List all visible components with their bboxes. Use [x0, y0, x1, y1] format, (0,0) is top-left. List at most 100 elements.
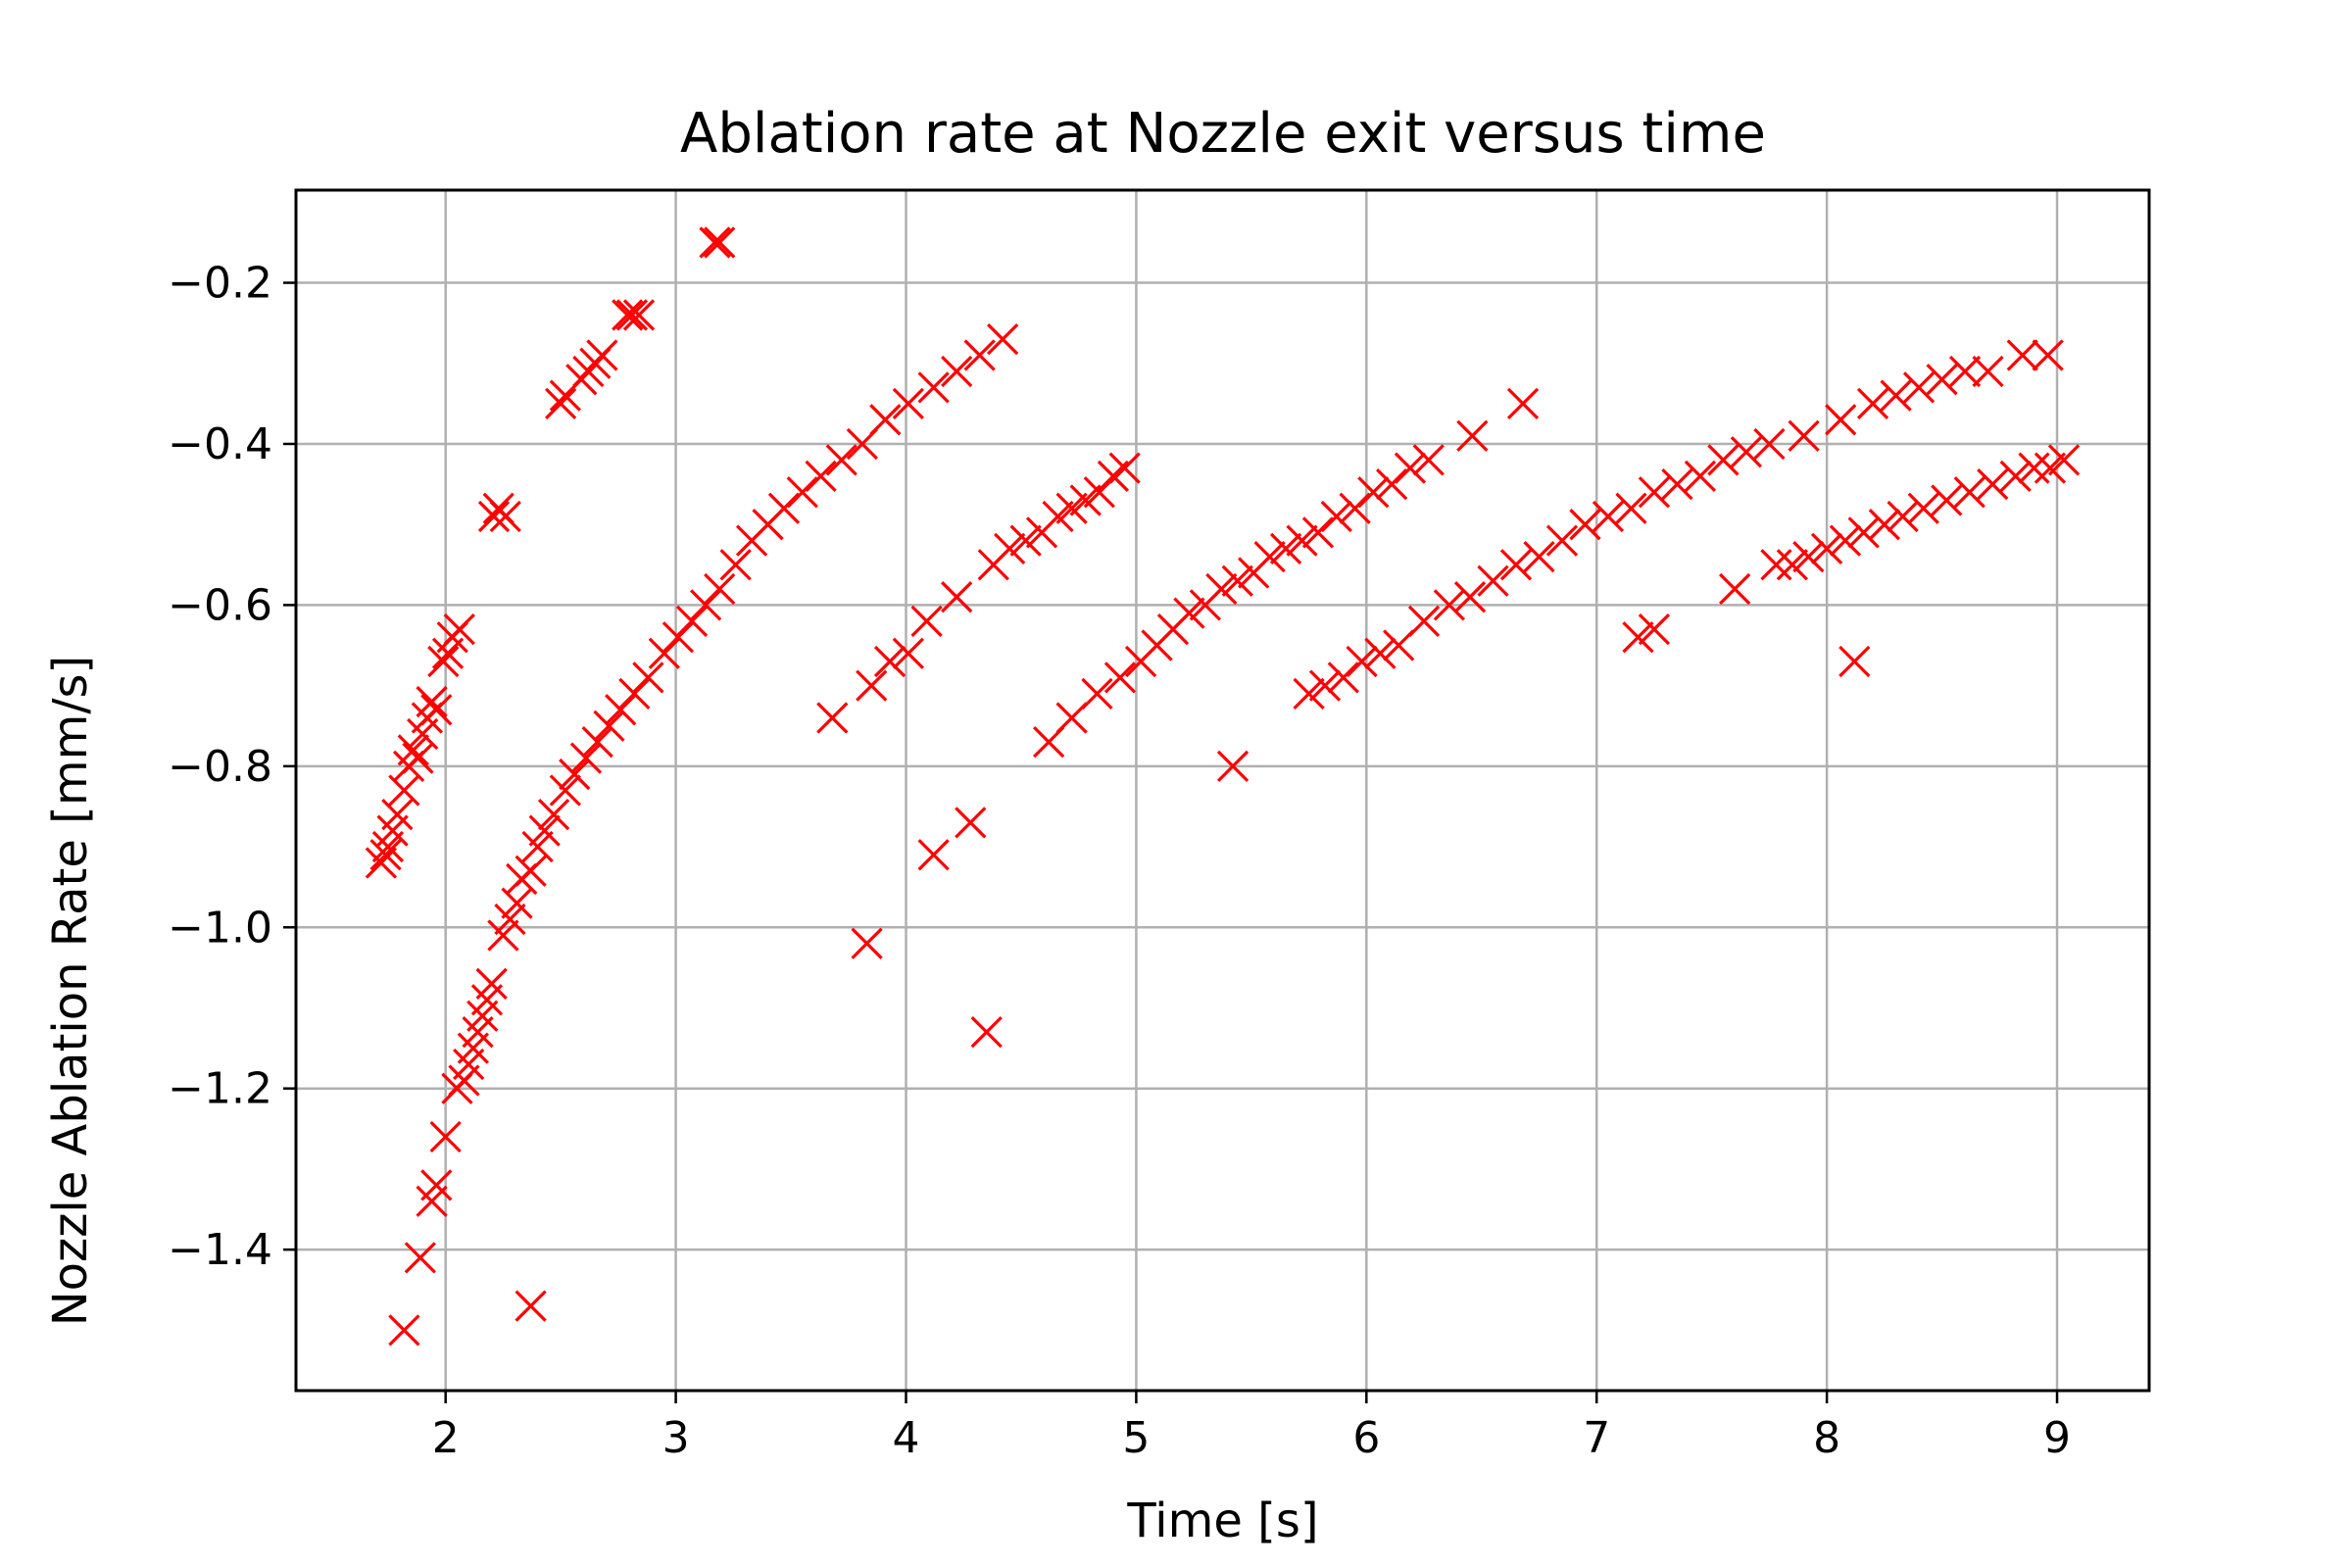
- data-point-marker: [994, 532, 1026, 564]
- data-point-marker: [443, 612, 475, 646]
- data-point-marker: [1364, 637, 1396, 669]
- data-point-marker: [1412, 444, 1445, 476]
- data-point-marker: [1499, 549, 1533, 581]
- data-point-marker: [1286, 524, 1318, 557]
- data-point-marker: [704, 226, 736, 259]
- data-point-marker: [786, 476, 818, 509]
- data-point-marker: [475, 967, 508, 1000]
- data-point-marker: [429, 1120, 462, 1153]
- data-point-marker: [1055, 492, 1088, 524]
- x-axis-label: Time [s]: [1126, 1494, 1318, 1548]
- data-point-marker: [521, 830, 554, 863]
- data-point-marker: [1320, 500, 1352, 533]
- data-point-marker: [987, 322, 1019, 356]
- data-point-marker: [1829, 524, 1862, 557]
- data-point-marker: [1376, 467, 1408, 501]
- data-point-marker: [1301, 516, 1335, 549]
- data-point-marker: [1948, 355, 1982, 388]
- data-point-marker: [537, 799, 570, 831]
- data-point-marker: [1308, 669, 1342, 702]
- data-point-marker: [569, 742, 603, 774]
- data-point-marker: [632, 662, 664, 694]
- x-axis-ticks: 2 3 4 5 6 7 8 9: [432, 1391, 2071, 1463]
- data-point-marker: [1977, 467, 2009, 501]
- data-point-marker: [892, 387, 924, 420]
- data-point-marker: [1407, 605, 1441, 637]
- y-axis-ticks: −1.4 −1.2 −1.0 −0.8 −0.6 −0.4 −0.2: [168, 259, 296, 1275]
- data-point-marker: [1661, 467, 1693, 501]
- x-tick-label: 5: [1122, 1413, 1150, 1463]
- data-point-marker: [477, 500, 511, 533]
- data-point-marker: [397, 734, 429, 766]
- data-point-marker: [816, 702, 849, 734]
- y-tick-label: −1.0: [168, 903, 272, 953]
- x-tick-label: 2: [432, 1413, 460, 1463]
- data-point-marker: [1953, 476, 1985, 509]
- y-tick-label: −0.2: [168, 259, 272, 309]
- data-point-marker: [970, 1016, 1003, 1049]
- data-point-marker: [1433, 589, 1466, 621]
- x-tick-label: 4: [893, 1413, 920, 1463]
- data-point-marker: [1838, 645, 1871, 678]
- data-point-marker: [825, 444, 858, 476]
- data-point-marker: [1523, 540, 1555, 573]
- data-point-marker: [1847, 516, 1880, 549]
- data-point-marker: [369, 839, 402, 871]
- data-point-marker: [1931, 484, 1963, 516]
- data-point-marker: [381, 799, 414, 831]
- data-point-marker: [805, 460, 837, 492]
- data-point-marker: [514, 1290, 547, 1322]
- data-point-marker: [2006, 339, 2038, 371]
- data-point-marker: [1506, 387, 1540, 420]
- data-point-marker: [618, 677, 651, 710]
- data-point-marker: [675, 605, 709, 637]
- data-point-marker: [420, 1169, 453, 1201]
- data-point-marker: [581, 726, 613, 759]
- data-point-marker: [1383, 629, 1415, 662]
- y-tick-label: −1.2: [168, 1064, 272, 1114]
- data-point-marker: [1760, 549, 1792, 581]
- data-point-marker: [1009, 524, 1042, 557]
- y-tick-label: −1.4: [168, 1225, 272, 1275]
- data-point-marker: [917, 371, 950, 404]
- data-point-marker: [404, 1242, 436, 1274]
- plot-frame: [294, 188, 2151, 1393]
- data-point-marker: [489, 500, 521, 533]
- data-point-marker: [416, 685, 448, 718]
- data-point-marker: [719, 549, 752, 581]
- data-point-marker: [1622, 621, 1654, 654]
- data-point-marker: [856, 669, 888, 702]
- data-point-marker: [917, 839, 950, 871]
- data-point-marker: [1569, 509, 1601, 541]
- data-point-marker: [615, 299, 649, 331]
- data-point-marker: [612, 299, 644, 331]
- data-point-marker: [704, 572, 736, 606]
- data-point-marker: [487, 919, 519, 952]
- y-tick-label: −0.6: [168, 580, 272, 630]
- data-point-marker: [955, 807, 987, 839]
- data-point-marker: [873, 645, 906, 678]
- data-point-marker: [1926, 364, 1958, 396]
- data-point-marker: [420, 694, 453, 726]
- data-point-marker: [1205, 572, 1238, 606]
- data-point-marker: [1907, 492, 1939, 524]
- data-point-marker: [963, 339, 996, 371]
- data-point-marker: [1856, 387, 1889, 420]
- data-point-marker: [1456, 419, 1489, 452]
- data-point-marker: [1545, 524, 1579, 557]
- data-point-marker: [2032, 339, 2064, 371]
- data-point-marker: [941, 581, 973, 613]
- data-point-marker: [2034, 452, 2067, 484]
- data-point-marker: [1880, 379, 1912, 412]
- data-point-marker: [1868, 509, 1900, 541]
- y-tick-label: −0.4: [168, 419, 272, 469]
- data-point-marker: [1684, 460, 1717, 492]
- data-point-marker: [1293, 677, 1325, 710]
- data-point-marker: [1103, 662, 1137, 694]
- data-points: [365, 226, 2081, 1347]
- data-point-marker: [767, 492, 801, 524]
- data-point-marker: [1269, 532, 1302, 564]
- data-point-marker: [1216, 750, 1250, 782]
